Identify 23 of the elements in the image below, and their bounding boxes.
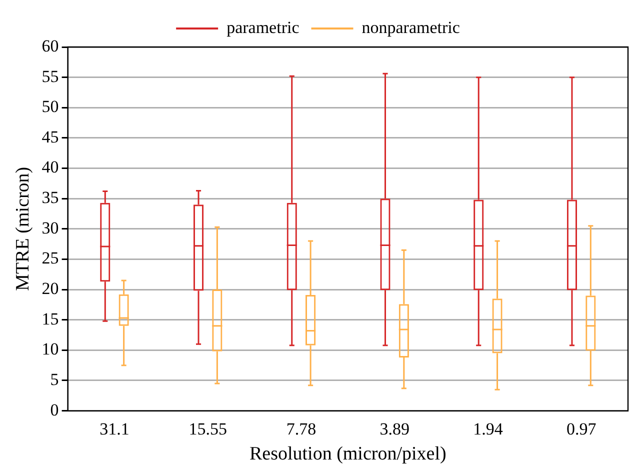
- legend-label: parametric: [226, 18, 300, 37]
- y-tick-label: 35: [42, 188, 59, 208]
- y-tick-label: 25: [42, 248, 59, 268]
- y-tick-label: 30: [42, 218, 59, 238]
- y-tick-label: 40: [42, 158, 59, 177]
- y-tick-label: 60: [42, 36, 59, 56]
- x-axis-title: Resolution (micron/pixel): [249, 444, 446, 465]
- x-tick-label: 1.94: [473, 419, 504, 438]
- legend-label: nonparametric: [362, 18, 460, 37]
- y-tick-label: 55: [42, 66, 59, 86]
- y-axis-title: MTRE (micron): [12, 166, 34, 291]
- y-tick-label: 0: [50, 400, 59, 420]
- x-tick-label: 0.97: [566, 419, 597, 438]
- x-tick-label: 31.1: [100, 419, 130, 438]
- y-tick-label: 5: [50, 370, 59, 389]
- x-tick-label: 15.55: [188, 419, 227, 438]
- y-tick-label: 20: [42, 279, 59, 298]
- y-tick-label: 15: [42, 309, 59, 328]
- x-tick-label: 7.78: [286, 419, 316, 438]
- y-tick-label: 10: [42, 340, 59, 359]
- x-tick-label: 3.89: [380, 419, 410, 438]
- y-tick-label: 45: [42, 127, 59, 146]
- y-tick-label: 50: [42, 97, 59, 116]
